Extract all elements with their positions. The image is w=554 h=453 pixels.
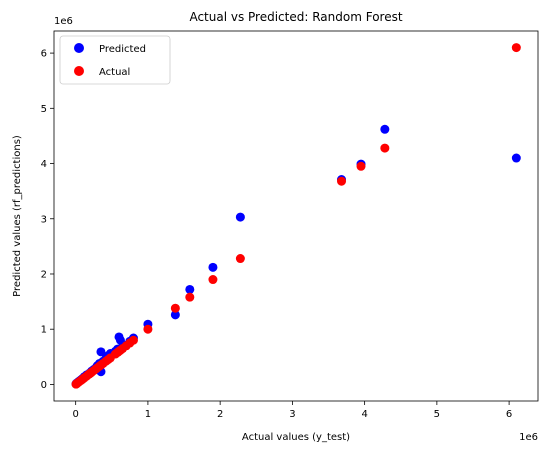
point-actual (511, 43, 521, 53)
y-axis-ticks: 0 1 2 3 4 5 6 (41, 49, 54, 391)
point-actual (208, 275, 218, 285)
x-tick-label: 4 (361, 409, 367, 420)
y-tick-label: 4 (41, 159, 47, 170)
x-axis-offset-label: 1e6 (519, 432, 538, 443)
point-actual (235, 254, 245, 264)
x-tick-label: 2 (217, 409, 223, 420)
point-predicted (170, 310, 180, 320)
point-actual (143, 324, 153, 334)
point-actual (170, 303, 180, 313)
x-tick-label: 5 (434, 409, 440, 420)
point-predicted (380, 124, 390, 134)
x-axis-ticks: 0 1 2 3 4 5 6 (72, 401, 512, 420)
y-axis-label: Predicted values (rf_predictions) (12, 135, 23, 297)
point-predicted (235, 212, 245, 222)
y-axis-offset-label: 1e6 (54, 16, 73, 27)
x-tick-label: 0 (72, 409, 78, 420)
y-tick-label: 6 (41, 49, 47, 60)
x-tick-label: 1 (145, 409, 151, 420)
legend-box (59, 35, 171, 85)
legend-label-actual: Actual (99, 67, 130, 78)
point-actual (356, 161, 366, 171)
legend-marker-actual (74, 66, 84, 76)
y-tick-label: 1 (41, 325, 47, 336)
chart-title: Actual vs Predicted: Random Forest (189, 10, 402, 24)
series-actual (71, 43, 521, 389)
point-predicted (511, 153, 521, 163)
point-predicted (96, 347, 106, 357)
y-tick-label: 5 (41, 104, 47, 115)
point-predicted (185, 284, 195, 294)
plot-points (71, 43, 521, 389)
x-tick-label: 3 (289, 409, 295, 420)
point-predicted (208, 262, 218, 272)
legend-label-predicted: Predicted (99, 44, 146, 55)
point-actual (337, 176, 347, 186)
y-tick-label: 0 (41, 380, 47, 391)
point-actual (185, 292, 195, 302)
plot-frame (53, 30, 539, 402)
y-tick-label: 3 (41, 214, 47, 225)
y-tick-label: 2 (41, 269, 47, 280)
legend-marker-predicted (74, 43, 84, 53)
x-tick-label: 6 (506, 409, 512, 420)
legend: Predicted Actual (59, 35, 171, 85)
series-predicted (71, 124, 521, 389)
x-axis-label: Actual values (y_test) (242, 432, 350, 443)
point-actual (71, 379, 81, 389)
point-predicted (115, 335, 125, 345)
point-actual (380, 143, 390, 153)
